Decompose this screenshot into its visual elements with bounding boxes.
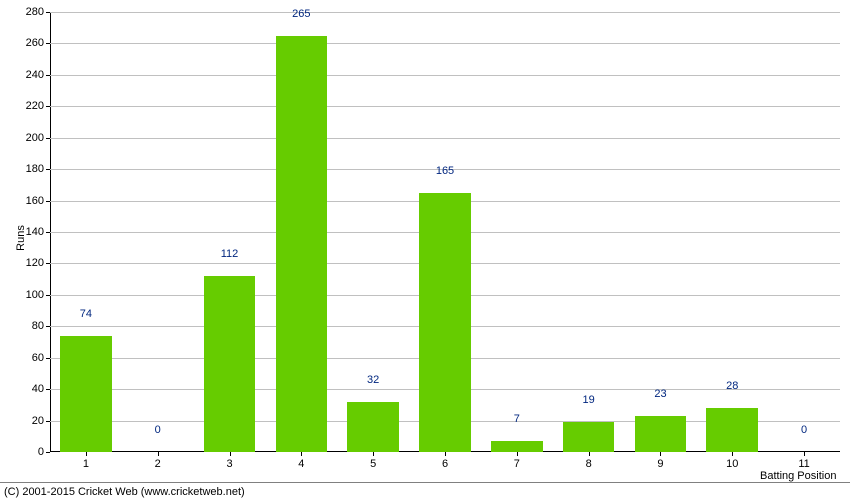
y-tick-label: 280	[26, 6, 50, 18]
x-tick-label: 5	[370, 452, 376, 470]
y-tick-label: 60	[32, 352, 50, 364]
y-tick-label: 260	[26, 37, 50, 49]
x-tick-label: 4	[298, 452, 304, 470]
x-tick-label: 10	[726, 452, 738, 470]
bar	[706, 408, 758, 452]
bar-value-label: 23	[654, 388, 666, 402]
bar-value-label: 265	[292, 8, 310, 22]
x-tick-label: 3	[226, 452, 232, 470]
bar	[60, 336, 112, 452]
bar-value-label: 112	[221, 248, 239, 262]
y-tick-label: 120	[26, 257, 50, 269]
bar	[635, 416, 687, 452]
y-tick-label: 80	[32, 320, 50, 332]
gridline	[50, 12, 840, 13]
bar	[491, 441, 543, 452]
y-tick-label: 40	[32, 383, 50, 395]
bar-value-label: 28	[726, 380, 738, 394]
y-tick-label: 180	[26, 163, 50, 175]
y-tick-label: 240	[26, 69, 50, 81]
gridline	[50, 106, 840, 107]
x-tick-label: 6	[442, 452, 448, 470]
bar	[347, 402, 399, 452]
x-tick-label: 8	[586, 452, 592, 470]
x-tick-label: 9	[657, 452, 663, 470]
x-tick-label: 7	[514, 452, 520, 470]
bar-value-label: 7	[514, 413, 520, 427]
y-tick-label: 160	[26, 195, 50, 207]
y-tick-label: 100	[26, 289, 50, 301]
x-tick-label: 1	[83, 452, 89, 470]
bar-value-label: 0	[155, 424, 161, 438]
y-axis-label: Runs	[15, 225, 27, 251]
y-tick-label: 220	[26, 100, 50, 112]
bar-value-label: 32	[367, 374, 379, 388]
plot-area: 0204060801001201401601802002202402602807…	[50, 12, 840, 452]
y-tick-label: 200	[26, 132, 50, 144]
bar-value-label: 19	[583, 394, 595, 408]
y-tick-label: 20	[32, 415, 50, 427]
y-tick-label: 0	[38, 446, 50, 458]
bar	[563, 422, 615, 452]
x-tick-label: 2	[155, 452, 161, 470]
bar	[276, 36, 328, 452]
x-tick-label: 11	[798, 452, 809, 470]
bar-value-label: 74	[80, 308, 92, 322]
gridline	[50, 43, 840, 44]
y-tick-label: 140	[26, 226, 50, 238]
bar-value-label: 0	[801, 424, 807, 438]
gridline	[50, 138, 840, 139]
copyright-text: (C) 2001-2015 Cricket Web (www.cricketwe…	[4, 486, 245, 498]
x-axis-label: Batting Position	[760, 470, 836, 482]
bar	[419, 193, 471, 452]
bar	[204, 276, 256, 452]
chart-container: 0204060801001201401601802002202402602807…	[0, 0, 850, 500]
gridline	[50, 75, 840, 76]
bar-value-label: 165	[436, 165, 454, 179]
